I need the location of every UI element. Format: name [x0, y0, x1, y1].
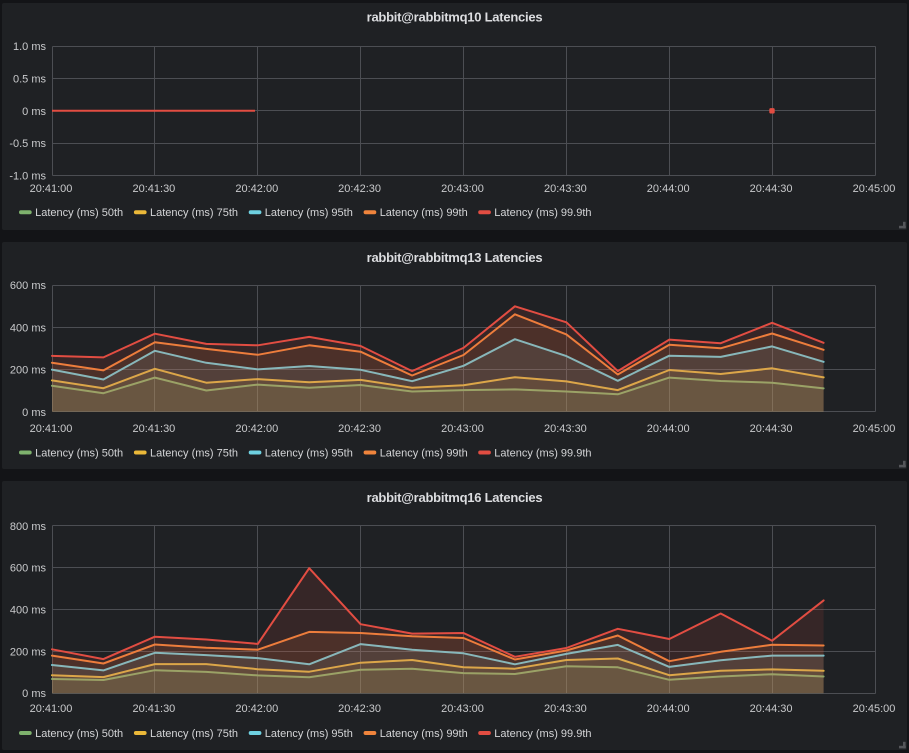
svg-text:20:41:30: 20:41:30 — [132, 423, 175, 435]
svg-text:Latency (ms) 50th: Latency (ms) 50th — [35, 207, 123, 219]
svg-text:0 ms: 0 ms — [22, 407, 46, 419]
svg-text:Latency (ms) 50th: Latency (ms) 50th — [35, 728, 123, 740]
svg-text:0 ms: 0 ms — [22, 106, 46, 118]
svg-text:20:42:30: 20:42:30 — [338, 423, 381, 435]
svg-text:20:44:00: 20:44:00 — [647, 423, 690, 435]
svg-text:600 ms: 600 ms — [10, 563, 47, 575]
svg-text:20:42:30: 20:42:30 — [338, 183, 381, 195]
svg-text:20:42:30: 20:42:30 — [338, 703, 381, 715]
svg-text:400 ms: 400 ms — [10, 605, 47, 617]
svg-text:20:45:00: 20:45:00 — [853, 183, 896, 195]
svg-text:1.0 ms: 1.0 ms — [13, 41, 47, 53]
svg-text:20:41:00: 20:41:00 — [30, 183, 73, 195]
svg-text:20:44:30: 20:44:30 — [750, 703, 793, 715]
svg-text:800 ms: 800 ms — [10, 521, 47, 533]
svg-text:20:45:00: 20:45:00 — [853, 703, 896, 715]
svg-text:Latency (ms) 99th: Latency (ms) 99th — [380, 448, 468, 460]
svg-text:rabbit@rabbitmq13 Latencies: rabbit@rabbitmq13 Latencies — [367, 250, 543, 265]
svg-text:20:43:00: 20:43:00 — [441, 183, 484, 195]
svg-text:-1.0 ms: -1.0 ms — [9, 171, 46, 183]
svg-text:20:44:00: 20:44:00 — [647, 183, 690, 195]
svg-text:20:43:00: 20:43:00 — [441, 703, 484, 715]
svg-text:20:43:30: 20:43:30 — [544, 183, 587, 195]
svg-text:20:41:30: 20:41:30 — [132, 183, 175, 195]
svg-text:20:42:00: 20:42:00 — [235, 423, 278, 435]
svg-text:Latency (ms) 75th: Latency (ms) 75th — [150, 448, 238, 460]
svg-text:20:43:30: 20:43:30 — [544, 703, 587, 715]
svg-text:20:45:00: 20:45:00 — [853, 423, 896, 435]
svg-text:Latency (ms) 99.9th: Latency (ms) 99.9th — [494, 728, 591, 740]
svg-text:20:41:30: 20:41:30 — [132, 703, 175, 715]
svg-text:20:41:00: 20:41:00 — [30, 423, 73, 435]
svg-text:Latency (ms) 75th: Latency (ms) 75th — [150, 728, 238, 740]
svg-text:Latency (ms) 99.9th: Latency (ms) 99.9th — [494, 207, 591, 219]
svg-text:20:44:30: 20:44:30 — [750, 423, 793, 435]
svg-text:20:44:00: 20:44:00 — [647, 703, 690, 715]
svg-text:rabbit@rabbitmq10 Latencies: rabbit@rabbitmq10 Latencies — [367, 10, 543, 25]
svg-text:Latency (ms) 99th: Latency (ms) 99th — [380, 728, 468, 740]
svg-text:20:43:00: 20:43:00 — [441, 423, 484, 435]
svg-text:0 ms: 0 ms — [22, 688, 46, 700]
svg-text:Latency (ms) 99th: Latency (ms) 99th — [380, 207, 468, 219]
svg-text:Latency (ms) 75th: Latency (ms) 75th — [150, 207, 238, 219]
svg-text:400 ms: 400 ms — [10, 322, 47, 334]
svg-text:20:43:30: 20:43:30 — [544, 423, 587, 435]
svg-text:600 ms: 600 ms — [10, 280, 47, 292]
svg-text:Latency (ms) 95th: Latency (ms) 95th — [265, 448, 353, 460]
svg-text:Latency (ms) 95th: Latency (ms) 95th — [265, 728, 353, 740]
svg-text:Latency (ms) 95th: Latency (ms) 95th — [265, 207, 353, 219]
svg-text:Latency (ms) 50th: Latency (ms) 50th — [35, 448, 123, 460]
svg-text:20:42:00: 20:42:00 — [235, 703, 278, 715]
svg-text:20:44:30: 20:44:30 — [750, 183, 793, 195]
svg-text:200 ms: 200 ms — [10, 365, 47, 377]
svg-text:rabbit@rabbitmq16 Latencies: rabbit@rabbitmq16 Latencies — [367, 490, 543, 505]
svg-text:Latency (ms) 99.9th: Latency (ms) 99.9th — [494, 448, 591, 460]
svg-text:0.5 ms: 0.5 ms — [13, 73, 47, 85]
svg-text:20:41:00: 20:41:00 — [30, 703, 73, 715]
svg-text:20:42:00: 20:42:00 — [235, 183, 278, 195]
svg-text:200 ms: 200 ms — [10, 646, 47, 658]
svg-text:-0.5 ms: -0.5 ms — [9, 138, 46, 150]
